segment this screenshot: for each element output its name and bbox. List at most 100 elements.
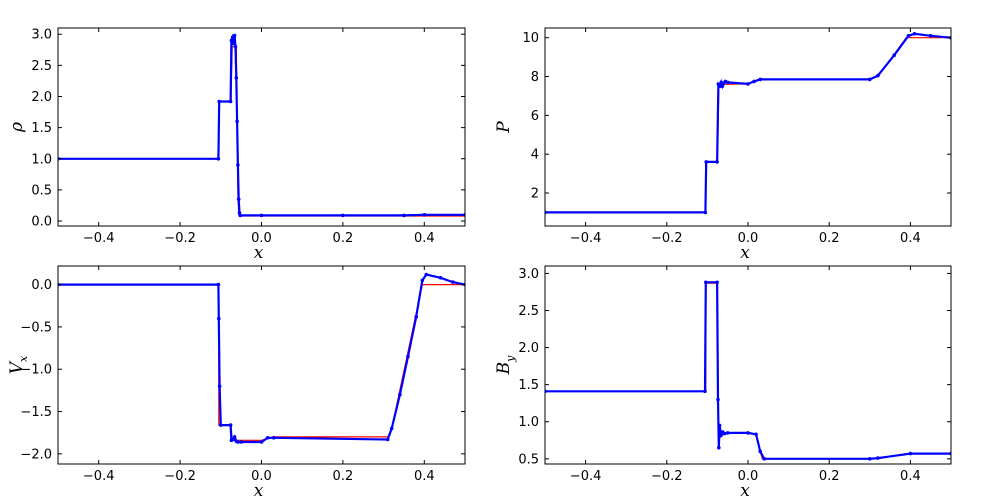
data-point bbox=[406, 354, 410, 359]
x-tick-label: 0.4 bbox=[414, 231, 435, 246]
data-point bbox=[219, 423, 223, 427]
x-tick-label: −0.2 bbox=[651, 469, 683, 484]
series-line-2 bbox=[58, 273, 465, 444]
data-point bbox=[216, 282, 221, 287]
y-tick-label: −0.5 bbox=[20, 320, 52, 335]
y-axis-label: P bbox=[494, 121, 514, 134]
y-tick-label: 2.5 bbox=[518, 304, 539, 319]
data-point bbox=[398, 392, 402, 397]
data-point bbox=[928, 34, 933, 38]
series-line-1 bbox=[545, 37, 951, 213]
data-point bbox=[717, 423, 722, 428]
y-tick-label: 0.0 bbox=[31, 215, 52, 230]
data-point bbox=[892, 53, 896, 57]
data-point bbox=[725, 431, 730, 435]
y-axis-label: Vx bbox=[7, 355, 30, 374]
data-point bbox=[451, 280, 455, 284]
x-tick-label: 0.2 bbox=[819, 231, 840, 246]
data-point bbox=[341, 213, 345, 218]
data-point bbox=[420, 278, 425, 283]
data-point bbox=[239, 440, 243, 444]
y-tick-label: 0.5 bbox=[518, 452, 539, 467]
data-point bbox=[876, 456, 880, 460]
data-point bbox=[217, 316, 221, 321]
x-axis-label: x bbox=[254, 243, 264, 263]
x-tick-label: 0.0 bbox=[251, 469, 272, 484]
y-tick-label: 6 bbox=[531, 109, 539, 124]
y-tick-label: 0.5 bbox=[31, 183, 52, 198]
data-point bbox=[414, 315, 419, 319]
series-line-1 bbox=[58, 46, 465, 217]
data-point bbox=[228, 423, 233, 427]
data-point bbox=[232, 435, 237, 439]
data-point bbox=[236, 440, 240, 444]
data-point bbox=[229, 38, 234, 43]
x-tick-label: −0.4 bbox=[570, 469, 602, 484]
chart-panel-1: −0.4 −0.2 0.0 0.2 0.4 0.0 0.5 1.0 1.5 2.0 2.5 3.0 x ρ bbox=[7, 27, 466, 263]
data-point bbox=[385, 437, 390, 442]
data-point bbox=[236, 197, 241, 201]
data-point bbox=[715, 160, 719, 164]
data-point bbox=[906, 34, 911, 38]
y-tick-label: 1.0 bbox=[518, 415, 539, 430]
x-tick-label: 0.0 bbox=[251, 231, 272, 246]
x-tick-label: −0.4 bbox=[83, 231, 115, 246]
data-point bbox=[704, 280, 708, 285]
data-point bbox=[746, 431, 750, 435]
data-point bbox=[236, 163, 240, 167]
data-point bbox=[422, 213, 427, 217]
data-point bbox=[402, 213, 406, 218]
data-point bbox=[259, 213, 264, 218]
y-tick-label: 2.0 bbox=[31, 90, 52, 105]
data-point bbox=[876, 73, 880, 78]
y-axis-label: By bbox=[494, 355, 517, 376]
data-point bbox=[703, 389, 707, 394]
data-point bbox=[715, 280, 719, 285]
y-tick-label: 4 bbox=[531, 148, 539, 163]
data-point bbox=[716, 397, 720, 402]
data-point bbox=[232, 33, 237, 38]
y-tick-label: −1.0 bbox=[20, 363, 52, 378]
data-point bbox=[438, 276, 443, 280]
data-point bbox=[868, 457, 872, 461]
y-tick-label: 2.5 bbox=[31, 59, 52, 74]
series-line-2 bbox=[545, 32, 951, 214]
data-point bbox=[271, 436, 276, 440]
data-point bbox=[217, 384, 222, 389]
data-point bbox=[703, 210, 708, 215]
data-point bbox=[238, 213, 243, 218]
data-point bbox=[704, 160, 708, 164]
x-tick-label: −0.4 bbox=[570, 231, 602, 246]
data-point bbox=[746, 82, 750, 86]
y-axis-label-subscript: x bbox=[17, 355, 30, 362]
data-point bbox=[868, 77, 872, 82]
data-point bbox=[217, 99, 221, 104]
data-point bbox=[231, 437, 235, 442]
y-tick-label: 1.5 bbox=[31, 121, 52, 136]
chart-panel-4: −0.4 −0.2 0.0 0.2 0.4 0.5 1.0 1.5 2.0 2.5 3.0 x By bbox=[494, 265, 952, 500]
y-tick-label: 3.0 bbox=[31, 28, 52, 43]
data-point bbox=[908, 451, 913, 456]
y-tick-label: 1.5 bbox=[518, 378, 539, 393]
data-point bbox=[235, 119, 239, 124]
x-axis-label: x bbox=[740, 243, 750, 263]
data-point bbox=[717, 445, 721, 450]
chart-panel-2: −0.4 −0.2 0.0 0.2 0.4 2 4 6 8 10 x P bbox=[494, 27, 952, 263]
data-point bbox=[912, 32, 917, 36]
x-axis-label: x bbox=[740, 481, 750, 500]
series-line-2 bbox=[58, 33, 465, 217]
y-tick-label: 2 bbox=[531, 187, 539, 202]
y-axis-label-subscript: y bbox=[504, 355, 517, 363]
data-point bbox=[265, 436, 270, 440]
data-point bbox=[234, 76, 239, 80]
data-point bbox=[233, 44, 238, 49]
data-point bbox=[758, 77, 762, 82]
x-tick-label: 0.2 bbox=[333, 231, 354, 246]
data-point bbox=[424, 272, 429, 277]
data-point bbox=[758, 449, 762, 454]
y-tick-label: 2.0 bbox=[518, 341, 539, 356]
data-point bbox=[216, 157, 221, 161]
x-tick-label: −0.2 bbox=[164, 469, 196, 484]
y-tick-label: −1.5 bbox=[20, 405, 52, 420]
